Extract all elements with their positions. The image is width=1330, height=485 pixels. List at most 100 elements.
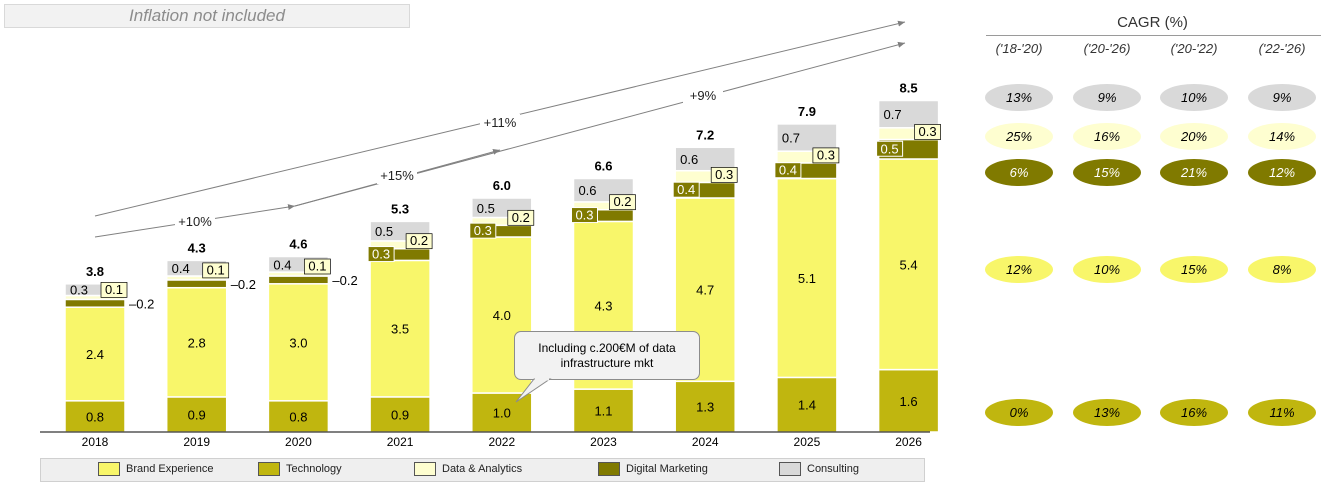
x-tick-label: 2023 bbox=[590, 435, 617, 449]
data-label-box-data-analytics bbox=[405, 233, 433, 250]
data-label-total: 4.6 bbox=[289, 237, 307, 252]
cagr-value-brand-experience: 10% bbox=[1073, 256, 1141, 283]
data-label-box-data-analytics bbox=[914, 124, 941, 140]
x-tick-label: 2025 bbox=[794, 435, 821, 449]
data-label-data-analytics: 0.2 bbox=[512, 210, 530, 225]
bar-segment-technology bbox=[471, 392, 533, 433]
cagr-value-technology: 11% bbox=[1248, 399, 1316, 426]
data-label-box-digital-marketing bbox=[876, 140, 904, 157]
x-tick-label: 2019 bbox=[183, 435, 210, 449]
legend-item-brand-experience: Brand Experience bbox=[98, 462, 213, 476]
data-label-consulting: 0.7 bbox=[884, 107, 902, 122]
bar-segment-brand-experience bbox=[776, 177, 838, 379]
data-label-total: 5.3 bbox=[391, 201, 409, 216]
x-tick-label: 2021 bbox=[387, 435, 414, 449]
legend-item-data-analytics: Data & Analytics bbox=[414, 462, 522, 476]
growth-label-bg bbox=[480, 114, 520, 131]
data-label-technology: 1.3 bbox=[696, 400, 714, 415]
x-tick-label: 2020 bbox=[285, 435, 312, 449]
data-label-technology: 1.0 bbox=[493, 406, 511, 421]
cagr-value-digital-marketing: 12% bbox=[1248, 159, 1316, 186]
data-label-box-digital-marketing bbox=[469, 222, 497, 239]
data-label-digital-marketing: 0.3 bbox=[372, 247, 390, 262]
growth-label: +11% bbox=[484, 115, 517, 130]
bar-segment-consulting bbox=[776, 123, 838, 152]
data-label-digital-marketing: –0.2 bbox=[332, 273, 357, 288]
data-label-box-data-analytics bbox=[304, 258, 331, 275]
data-label-box-digital-marketing bbox=[774, 162, 802, 179]
data-label-box-digital-marketing bbox=[571, 207, 598, 224]
data-label-technology: 0.8 bbox=[86, 409, 104, 424]
legend-label: Data & Analytics bbox=[442, 463, 523, 475]
cagr-value-data-analytics: 16% bbox=[1073, 123, 1141, 150]
data-label-consulting: 0.3 bbox=[70, 283, 88, 298]
data-label-brand-experience: 3.0 bbox=[289, 335, 307, 350]
data-label-box-data-analytics bbox=[202, 262, 230, 279]
cagr-value-brand-experience: 8% bbox=[1248, 256, 1316, 283]
data-label-consulting: 0.6 bbox=[680, 152, 698, 167]
data-label-box-data-analytics bbox=[710, 167, 738, 183]
growth-label-bg bbox=[175, 213, 215, 230]
growth-label: +15% bbox=[380, 168, 414, 183]
data-label-consulting: 0.4 bbox=[273, 257, 291, 272]
cagr-value-brand-experience: 15% bbox=[1160, 256, 1228, 283]
cagr-value-technology: 13% bbox=[1073, 399, 1141, 426]
data-label-digital-marketing: 0.4 bbox=[779, 163, 797, 178]
cagr-value-digital-marketing: 15% bbox=[1073, 159, 1141, 186]
growth-label-bg bbox=[683, 87, 723, 104]
bar-segment-technology bbox=[877, 368, 940, 433]
legend-label: Technology bbox=[286, 463, 342, 475]
x-tick-label: 2018 bbox=[82, 435, 109, 449]
bar-segment-brand-experience bbox=[64, 306, 126, 402]
data-label-box-digital-marketing bbox=[367, 246, 395, 263]
data-label-technology: 0.9 bbox=[188, 407, 206, 422]
cagr-value-brand-experience: 12% bbox=[985, 256, 1053, 283]
legend-swatch bbox=[414, 462, 436, 476]
data-label-technology: 1.1 bbox=[594, 404, 612, 419]
cagr-period-18-20: ('18-'20) bbox=[995, 41, 1043, 56]
data-label-consulting: 0.5 bbox=[375, 224, 393, 239]
stacked-bar-chart: +10%+9%+11%+15% 0.82.4–0.20.10.33.820180… bbox=[40, 20, 941, 449]
data-label-total: 7.2 bbox=[696, 127, 714, 142]
legend-label: Digital Marketing bbox=[626, 463, 708, 475]
bar-segment-consulting bbox=[877, 99, 940, 129]
growth-label-bg bbox=[377, 167, 417, 184]
bar-segment-digital-marketing bbox=[267, 275, 330, 285]
cagr-value-data-analytics: 20% bbox=[1160, 123, 1228, 150]
data-label-digital-marketing: 0.5 bbox=[881, 141, 899, 156]
cagr-value-consulting: 10% bbox=[1160, 84, 1228, 111]
legend-item-digital-marketing: Digital Marketing bbox=[598, 462, 708, 476]
cagr-divider bbox=[986, 35, 1321, 36]
data-label-brand-experience: 4.0 bbox=[493, 308, 511, 323]
data-label-total: 3.8 bbox=[86, 264, 104, 279]
callout-note: Including c.200€M of data infrastructure… bbox=[514, 331, 700, 380]
legend-swatch bbox=[98, 462, 120, 476]
data-label-data-analytics: 0.1 bbox=[308, 259, 326, 274]
cagr-period-20-26: ('20-'26) bbox=[1083, 41, 1131, 56]
cagr-value-data-analytics: 25% bbox=[985, 123, 1053, 150]
growth-arrows: +10% +9% +11% +15% bbox=[94, 20, 906, 238]
data-label-consulting: 0.4 bbox=[172, 261, 190, 276]
data-label-box-data-analytics bbox=[812, 147, 840, 164]
data-label-data-analytics: 0.3 bbox=[919, 124, 937, 139]
growth-label: +10% bbox=[178, 214, 212, 229]
inflation-note: Inflation not included bbox=[4, 4, 410, 28]
data-label-total: 6.6 bbox=[594, 159, 612, 174]
bar-segment-digital-marketing bbox=[64, 298, 126, 308]
data-label-total: 4.3 bbox=[188, 240, 206, 255]
cagr-title: CAGR (%) bbox=[1117, 14, 1188, 31]
data-label-technology: 0.8 bbox=[289, 409, 307, 424]
cagr-value-consulting: 9% bbox=[1073, 84, 1141, 111]
data-label-data-analytics: 0.1 bbox=[207, 262, 225, 277]
data-label-box-digital-marketing bbox=[672, 181, 700, 198]
data-label-brand-experience: 2.8 bbox=[188, 335, 206, 350]
data-label-box-data-analytics bbox=[609, 194, 636, 211]
data-label-digital-marketing: 0.4 bbox=[677, 182, 695, 197]
bar-segment-technology bbox=[572, 388, 635, 433]
data-label-digital-marketing: 0.3 bbox=[474, 223, 492, 238]
data-label-consulting: 0.7 bbox=[782, 131, 800, 146]
legend-label: Brand Experience bbox=[126, 463, 214, 475]
cagr-value-technology: 16% bbox=[1160, 399, 1228, 426]
cagr-value-consulting: 13% bbox=[985, 84, 1053, 111]
x-tick-label: 2026 bbox=[895, 435, 922, 449]
